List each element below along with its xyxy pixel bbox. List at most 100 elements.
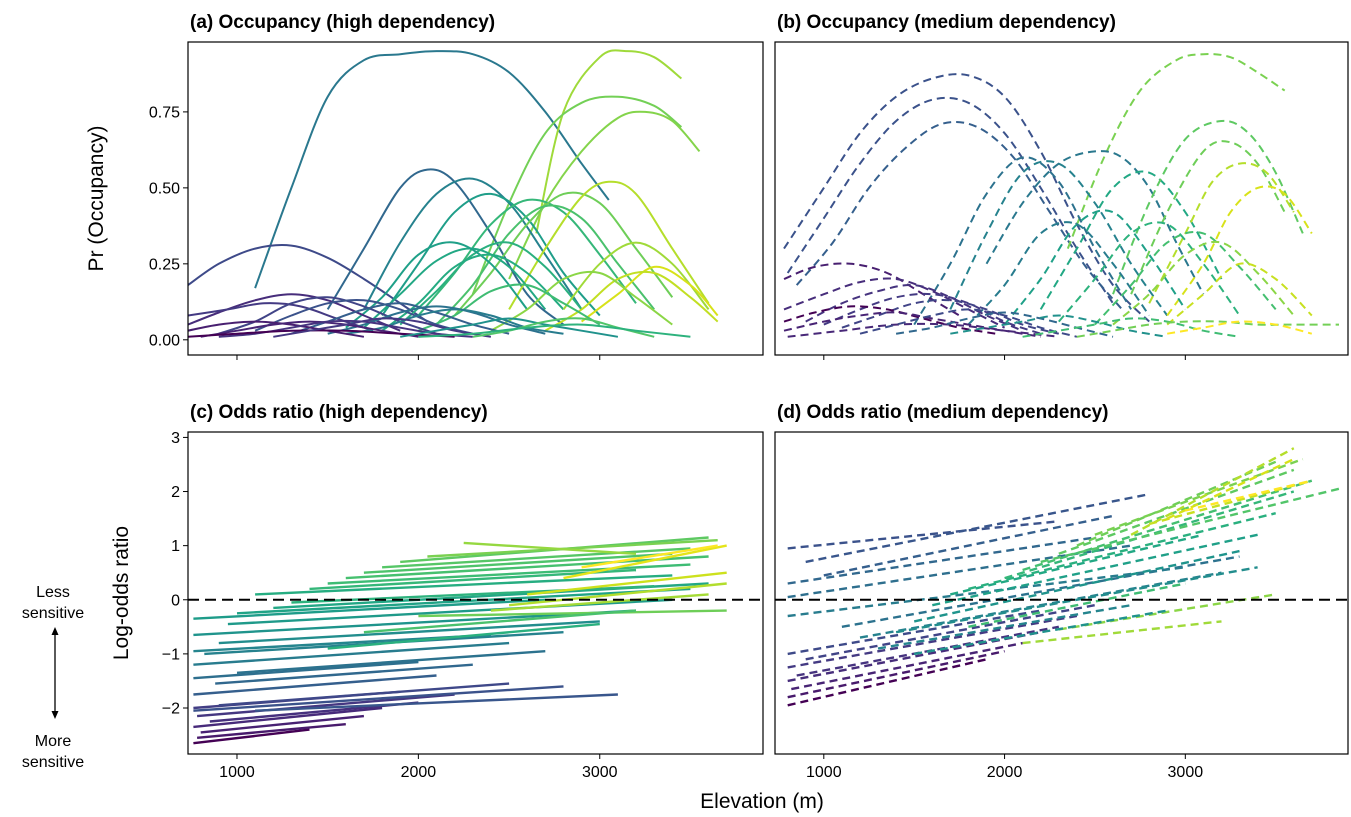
- panel-c-series-line-18: [218, 620, 600, 645]
- panel-c-series-line-9: [193, 685, 564, 712]
- panel-a-series-line-13: [399, 241, 583, 326]
- panel-a-series-line-2: [535, 49, 683, 234]
- panel-d-series-line-19: [932, 533, 1258, 607]
- panel-c-series-line-14: [236, 650, 546, 674]
- panel-a-series-line-33: [273, 317, 492, 338]
- panel-d-series-line-31: [1148, 479, 1313, 526]
- panel-b-series-line-15: [1058, 221, 1241, 323]
- panel-d-series-line-18: [913, 549, 1240, 623]
- panel-a-series-line-30: [200, 320, 419, 338]
- panel-c-x-tick-label: 2000: [401, 764, 437, 781]
- panel-c-series-line-37: [581, 544, 718, 569]
- panel-c-series-line-10: [255, 693, 618, 712]
- panel-c-series-line-24: [255, 574, 673, 596]
- panel-d-series-line-9: [787, 520, 1059, 550]
- panel-c-series-line-38: [490, 593, 709, 612]
- panel-c-y-tick-label: −1: [162, 646, 180, 663]
- panel-d-series-line-35: [877, 604, 1132, 650]
- panel-b-series-line-9: [1112, 119, 1304, 295]
- less-sensitive-label-line1: Less: [36, 584, 70, 601]
- panel-d-series-line-2: [787, 650, 1005, 699]
- panel-d-series-group: [787, 447, 1340, 707]
- panel-c-series-line-21: [193, 598, 546, 620]
- panel-c-series-line-22: [236, 587, 691, 615]
- sensitivity-annotation: Less sensitive More sensitive: [22, 584, 84, 771]
- panel-c-series-line-1: [193, 728, 310, 745]
- panel-d-series-line-3: [791, 641, 1023, 691]
- panel-a-series-line-12: [435, 204, 655, 326]
- panel-a-series-line-11: [508, 180, 710, 310]
- panel-a-y-tick-label: 0.50: [149, 180, 180, 197]
- panel-b-series-line-25: [783, 311, 1041, 338]
- panel-c-series-line-4: [193, 706, 383, 729]
- panel-a-series-line-3: [471, 95, 683, 295]
- panel-d-series-line-30: [1130, 447, 1295, 536]
- panel-c-x-tick-label: 1000: [219, 764, 255, 781]
- panel-c-series-line-12: [215, 663, 473, 685]
- panel-a-series-group: [188, 49, 719, 338]
- panel-d-series-line-10: [805, 493, 1150, 564]
- sensitivity-arrow-down-icon: [51, 711, 59, 719]
- panel-c-series-line-26: [309, 568, 637, 591]
- panel-b-series-line-14: [967, 221, 1151, 326]
- panel-c-series-line-41: [327, 622, 600, 650]
- panel-b-series-line-18: [1166, 262, 1313, 326]
- panel-d-series-line-36: [968, 582, 1186, 628]
- panel-b-series-line-23: [841, 298, 1060, 335]
- panel-a-series-line-32: [188, 329, 455, 338]
- panel-b-series-line-21: [805, 283, 1023, 332]
- panel-a-frame: [187, 41, 764, 356]
- panel-a-series-line-1: [254, 50, 610, 289]
- panel-b-series-line-4: [1066, 52, 1286, 249]
- panel-c-series-line-27: [327, 563, 691, 585]
- panel-c-series-line-3: [200, 714, 365, 734]
- panel-b-series-line-17: [1112, 240, 1295, 326]
- panel-a-series-line-8: [381, 192, 601, 317]
- panel-d-series-line-21: [968, 512, 1276, 591]
- panel-d-title: (d) Odds ratio (medium dependency): [777, 402, 1108, 423]
- panel-a-series-line-7: [363, 177, 583, 310]
- panel-d-series-line-15: [787, 566, 1186, 618]
- panel-b-series-line-13: [1003, 209, 1187, 326]
- panel-b-series-line-1: [783, 73, 1150, 323]
- panel-a-series-line-10: [453, 191, 674, 317]
- more-sensitive-label-line1: More: [35, 733, 72, 750]
- panel-b-series-line-27: [859, 308, 1078, 338]
- panel-b-series-line-5: [985, 150, 1205, 295]
- panel-b-series-line-30: [1022, 317, 1240, 338]
- panel-c-y-tick-label: −2: [162, 701, 180, 718]
- panel-a-title: (a) Occupancy (high dependency): [190, 12, 495, 33]
- panel-a-series-line-36: [418, 323, 691, 338]
- panel-a-series-line-27: [327, 305, 546, 335]
- panel-c-series-line-13: [193, 660, 419, 680]
- panel-b-occupancy-medium: (b) Occupancy (medium dependency): [774, 12, 1349, 360]
- panel-b-series-line-16: [1094, 230, 1277, 326]
- panel-a-series-line-6: [326, 168, 565, 326]
- panel-d-odds-ratio-medium: (d) Odds ratio (medium dependency) 1000 20…: [774, 402, 1349, 781]
- panel-c-title: (c) Odds ratio (high dependency): [190, 402, 488, 423]
- panel-a-series-line-17: [562, 241, 710, 311]
- panel-d-series-line-8: [787, 609, 1041, 656]
- panel-b-series-line-32: [1167, 320, 1313, 335]
- panel-d-series-line-6: [787, 614, 1078, 669]
- sensitivity-arrow-up-icon: [51, 627, 59, 635]
- panel-c-y-tick-label: 0: [171, 592, 180, 609]
- panel-c-y-tick-label: 3: [171, 430, 180, 447]
- panel-b-series-line-8: [913, 156, 1132, 326]
- more-sensitive-label-line2: sensitive: [22, 754, 84, 771]
- panel-a-series-line-34: [400, 317, 619, 338]
- panel-a-y-tick-label: 0.75: [149, 104, 180, 121]
- panel-d-series-line-26: [1076, 460, 1277, 547]
- panel-b-series-line-3: [795, 120, 1123, 311]
- panel-d-series-line-24: [1040, 487, 1340, 564]
- panel-d-series-line-17: [895, 566, 1258, 634]
- panel-c-series-line-36: [563, 544, 727, 580]
- x-axis-label: Elevation (m): [700, 790, 824, 813]
- panel-b-series-line-31: [1076, 320, 1339, 338]
- panel-c-series-line-40: [363, 609, 637, 634]
- panel-b-series-line-10: [1130, 140, 1286, 295]
- panel-c-series-line-34: [508, 582, 727, 607]
- panel-d-series-line-32: [1166, 458, 1295, 520]
- panel-d-series-line-23: [1022, 479, 1313, 572]
- panel-c-series-line-2: [196, 723, 346, 739]
